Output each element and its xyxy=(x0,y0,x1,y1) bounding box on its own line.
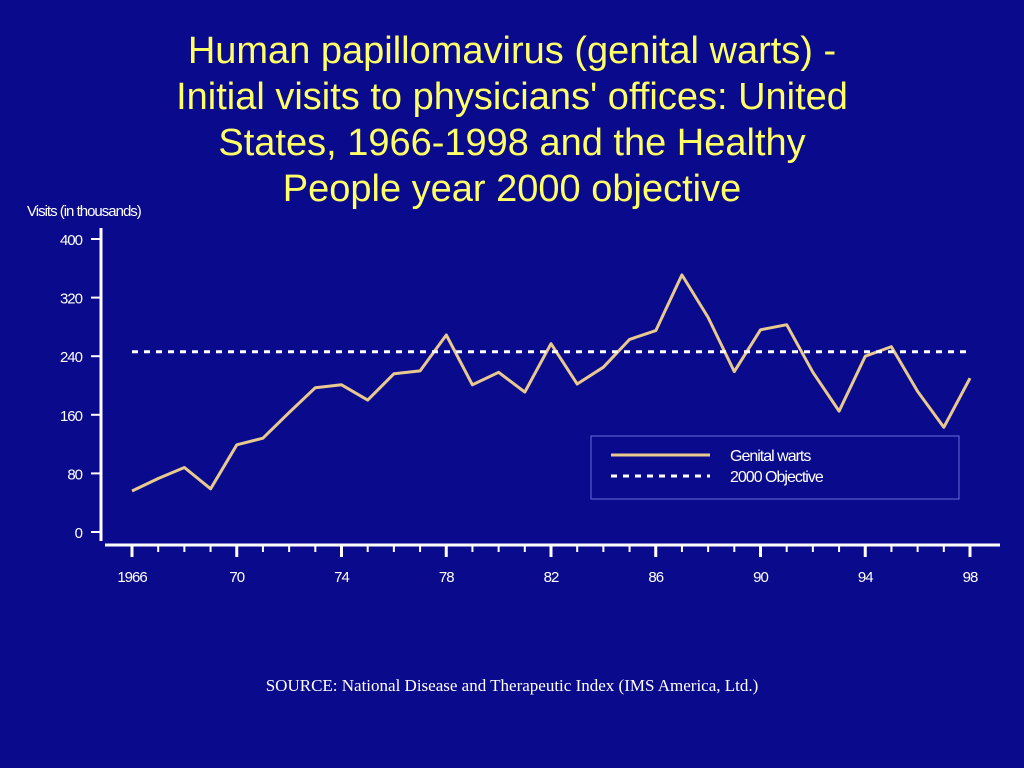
title-line: Initial visits to physicians' offices: U… xyxy=(176,76,848,118)
axes: 0 80 160 240 320 400 Visits (in thousands) 1966… xyxy=(27,203,1000,586)
x-tick-label: 82 xyxy=(544,569,559,586)
x-tick-label: 86 xyxy=(648,569,663,586)
x-tick-label: 98 xyxy=(963,569,978,586)
genital-warts-line xyxy=(131,273,972,493)
y-tick-label: 240 xyxy=(60,349,83,366)
title-line: States, 1966-1998 and the Healthy xyxy=(218,122,806,164)
y-tick-label: 0 xyxy=(75,525,83,542)
y-tick-label: 160 xyxy=(60,408,83,425)
source-note: SOURCE: National Disease and Therapeutic… xyxy=(265,676,759,695)
series-layer xyxy=(131,273,972,493)
legend: Genital warts 2000 Objective xyxy=(590,435,960,500)
slide-title: Human papillomavirus (genital warts) - I… xyxy=(112,28,912,212)
title-line: People year 2000 objective xyxy=(282,168,742,210)
x-tick-label: 70 xyxy=(229,569,244,586)
x-tick-label: 90 xyxy=(753,569,768,586)
y-axis-label: Visits (in thousands) xyxy=(27,203,142,220)
y-tick-label: 80 xyxy=(67,466,82,483)
legend-label: Genital warts xyxy=(730,448,811,465)
legend-box xyxy=(590,435,960,500)
x-tick-label: 74 xyxy=(334,569,349,586)
x-tick-label: 1966 xyxy=(117,569,147,586)
legend-label: 2000 Objective xyxy=(730,469,824,486)
title-line: Human papillomavirus (genital warts) - xyxy=(187,30,837,72)
x-tick-label: 78 xyxy=(439,569,454,586)
y-tick-label: 320 xyxy=(60,291,83,308)
x-tick-label: 94 xyxy=(858,569,873,586)
y-tick-label: 400 xyxy=(60,232,83,249)
